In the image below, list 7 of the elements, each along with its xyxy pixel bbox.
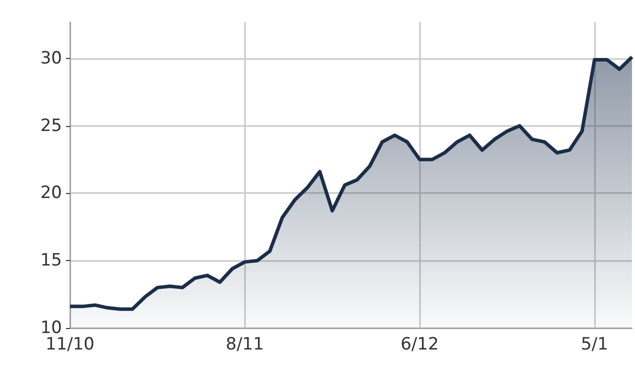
y-tick-label: 30	[40, 48, 62, 68]
y-tick-label: 15	[40, 250, 62, 271]
y-tick-label: 25	[40, 116, 62, 136]
x-tick-label: 6/12	[400, 334, 439, 354]
x-tick-label: 8/11	[226, 334, 264, 354]
y-tick-label: 20	[40, 183, 62, 204]
x-tick-label: 5/1	[580, 334, 608, 354]
